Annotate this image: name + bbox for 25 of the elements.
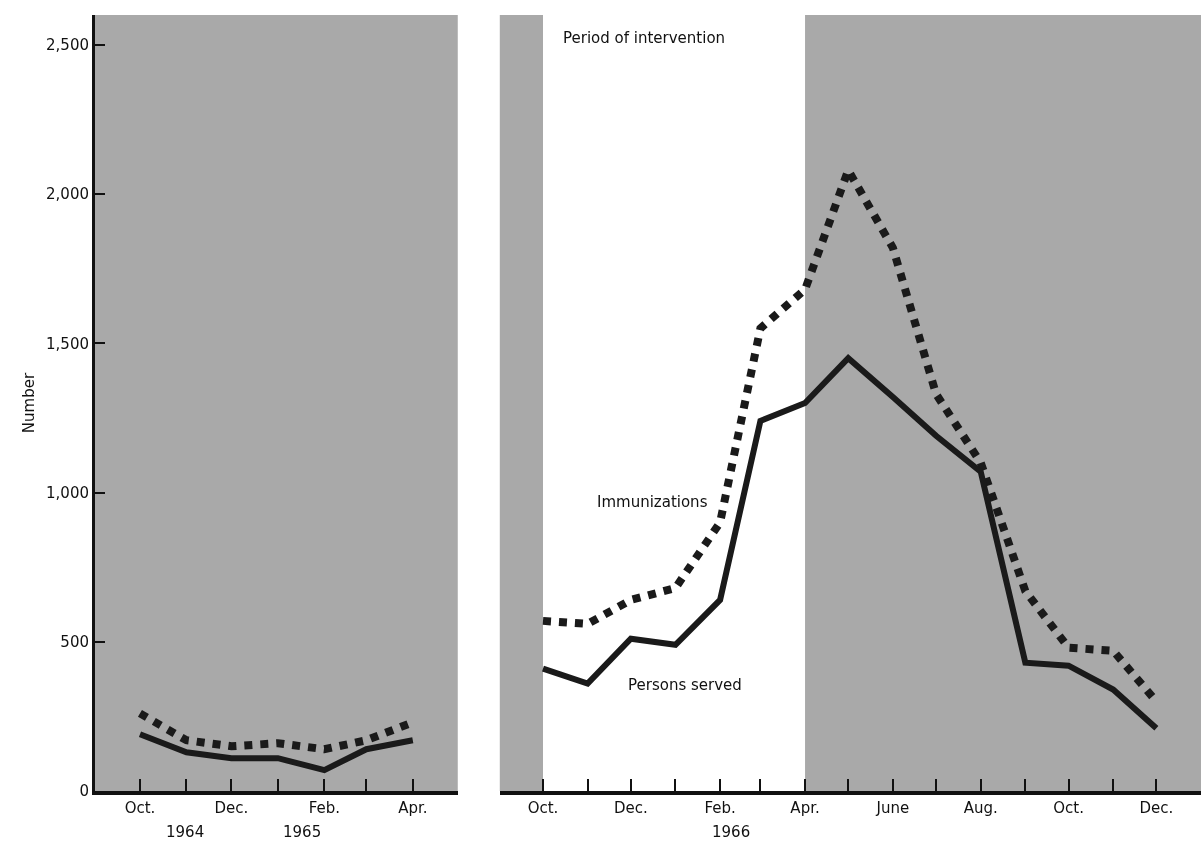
text: 1966	[712, 823, 751, 841]
band-label: Period of intervention	[563, 29, 726, 47]
x-tick-label: June	[875, 799, 910, 817]
y-tick-label: 2,000	[46, 185, 89, 204]
text: 1964	[166, 823, 205, 841]
y-tick-label: 500	[60, 633, 89, 652]
y-tick-label: 0	[79, 782, 89, 801]
x-tick-label: Dec.	[214, 799, 249, 817]
x-tick-label: Feb.	[308, 799, 341, 817]
y-axis-title: Number	[20, 372, 39, 434]
x-tick-label: Dec.	[1139, 799, 1174, 817]
x-tick-label: Oct.	[1053, 799, 1084, 817]
x-tick-label: Feb.	[704, 799, 736, 817]
y-tick-label: 2,500	[46, 36, 89, 55]
x-tick-label: Apr.	[790, 799, 820, 817]
x-tick-label: Oct.	[124, 799, 156, 817]
series-label: Persons served	[628, 676, 742, 694]
x-tick-label: Dec.	[613, 799, 648, 817]
y-tick-label: 1,000	[46, 483, 89, 502]
x-tick-label: Apr.	[398, 799, 428, 817]
x-tick-label: Oct.	[527, 799, 559, 817]
x-tick-label: Aug.	[963, 799, 998, 817]
text: 1965	[283, 823, 322, 841]
series-label: Immunizations	[597, 493, 708, 511]
y-tick-label: 1,500	[46, 334, 89, 353]
